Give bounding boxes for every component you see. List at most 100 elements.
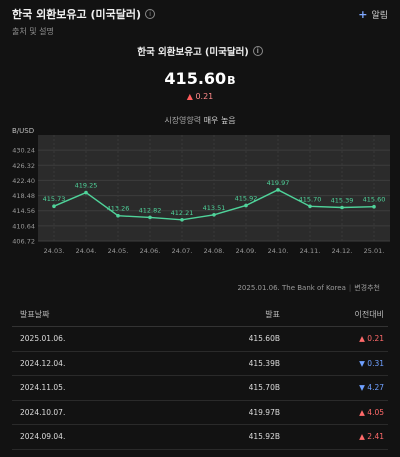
y-tick-label: 414.56: [12, 207, 35, 215]
row-change-value: 4.05: [367, 407, 384, 417]
table-row[interactable]: 2024.10.07. 419.97B ▲ 4.05: [12, 401, 388, 425]
page-title: 한국 외환보유고 (미국달러): [12, 8, 142, 21]
row-date: 2024.12.04.: [20, 358, 66, 368]
table-row[interactable]: 2024.11.05. 415.70B ▼ 4.27: [12, 376, 388, 401]
row-date: 2025.01.06.: [20, 334, 66, 344]
row-value: 419.97B: [248, 407, 280, 417]
line-chart: 406.72 410.64 414.56 418.48 422.40 426.32 430.…: [12, 135, 390, 255]
row-change: ▲ 0.21: [280, 334, 388, 343]
row-change-value: 2.41: [367, 432, 384, 442]
up-arrow-icon: ▲: [359, 432, 365, 442]
header: 한국 외환보유고 (미국달러) i 출처 및 설명 + 알림: [12, 6, 388, 36]
plus-icon: +: [358, 8, 368, 21]
table-row[interactable]: 2025.01.06. 415.60B ▲ 0.21: [12, 327, 388, 352]
up-arrow-icon: ▲: [359, 407, 365, 417]
down-arrow-icon: ▼: [359, 358, 365, 368]
current-value-number: 415.60: [164, 69, 227, 88]
data-point: [212, 212, 216, 217]
change-value: 0.21: [195, 92, 214, 101]
header-value: 발표: [265, 310, 280, 319]
x-tick-label: 24.05.: [108, 247, 129, 255]
data-point: [244, 203, 248, 208]
table-header: 발표날짜 발표 이전대비: [12, 303, 388, 327]
y-axis-unit: B/USD: [12, 127, 35, 135]
x-tick-label: 24.04.: [76, 247, 97, 255]
y-tick-label: 430.24: [12, 147, 35, 155]
row-change-value: 4.27: [367, 383, 384, 393]
x-tick-label: 24.03.: [44, 247, 65, 255]
row-date: 2024.11.05.: [20, 383, 66, 393]
row-value: 415.60B: [248, 334, 280, 344]
summary-title: 한국 외환보유고 (미국달러): [137, 47, 249, 58]
summary-info-icon[interactable]: i: [252, 46, 263, 56]
data-point: [340, 205, 344, 210]
data-point: [116, 213, 120, 218]
row-change-value: 0.21: [367, 334, 384, 344]
source-line: 2025.01.06. The Bank of Korea | 변경추천: [237, 283, 380, 293]
title-row: 한국 외환보유고 (미국달러) i: [12, 6, 388, 22]
data-label: 415.73: [43, 195, 66, 203]
row-change: ▼ 0.31: [280, 359, 388, 368]
x-tick-label: 24.08.: [204, 247, 225, 255]
data-label: 415.39: [331, 197, 354, 205]
change-indicator: ▲ 0.21: [0, 92, 400, 101]
y-tick-label: 418.48: [12, 192, 35, 200]
data-label: 419.25: [75, 182, 98, 190]
up-arrow-icon: ▲: [186, 92, 193, 101]
row-date: 2024.10.07.: [20, 407, 66, 417]
down-arrow-icon: ▼: [359, 383, 365, 393]
summary-title-row: 한국 외환보유고 (미국달러) i: [137, 44, 263, 58]
alert-button[interactable]: + 알림: [358, 8, 388, 21]
table-row[interactable]: 2024.09.04. 415.92B ▲ 2.41: [12, 425, 388, 450]
row-change-value: 0.31: [367, 358, 384, 368]
data-label: 415.60: [363, 196, 386, 204]
data-label: 412.21: [171, 209, 194, 217]
chart: 406.72 410.64 414.56 418.48 422.40 426.32 430.…: [6, 127, 394, 267]
y-tick-label: 422.40: [12, 177, 35, 185]
info-icon[interactable]: i: [145, 9, 156, 19]
data-point: [180, 217, 184, 222]
row-change: ▲ 4.05: [280, 408, 388, 417]
x-tick-label: 24.06.: [140, 247, 161, 255]
market-impact: 시장영향력 매우 높음: [0, 115, 400, 126]
market-impact-value: 매우 높음: [203, 116, 236, 125]
x-tick-label: 24.12.: [332, 247, 353, 255]
row-change: ▲ 2.41: [280, 432, 388, 441]
data-label: 415.92: [235, 194, 258, 202]
row-change: ▼ 4.27: [280, 383, 388, 392]
y-tick-label: 426.32: [12, 162, 35, 170]
data-label: 412.82: [139, 206, 162, 214]
data-label: 413.26: [107, 205, 130, 213]
y-tick-label: 406.72: [12, 238, 35, 246]
history-table: 발표날짜 발표 이전대비 2025.01.06. 415.60B ▲ 0.21 …: [12, 303, 388, 450]
change-suggest-link[interactable]: 변경추천: [354, 284, 380, 292]
data-point: [372, 204, 376, 209]
data-label: 413.51: [203, 204, 226, 212]
x-tick-label: 25.01.: [364, 247, 385, 255]
up-arrow-icon: ▲: [359, 334, 365, 344]
row-value: 415.39B: [248, 358, 280, 368]
data-label: 415.70: [299, 195, 322, 203]
alert-label: 알림: [371, 11, 388, 21]
header-date: 발표날짜: [20, 310, 50, 319]
table-row[interactable]: 2024.12.04. 415.39B ▼ 0.31: [12, 352, 388, 376]
current-value: 415.60B: [0, 69, 400, 88]
header-change: 이전대비: [354, 310, 384, 319]
data-point: [276, 188, 280, 192]
row-value: 415.92B: [248, 432, 280, 442]
data-label: 419.97: [267, 179, 290, 187]
data-point: [308, 204, 312, 209]
x-tick-label: 24.09.: [236, 247, 257, 255]
source-description-link[interactable]: 출처 및 설명: [12, 27, 54, 36]
x-tick-label: 24.11.: [300, 247, 321, 255]
x-tick-label: 24.10.: [268, 247, 289, 255]
summary: 한국 외환보유고 (미국달러) i 415.60B ▲ 0.21 시장영향력 매…: [0, 40, 400, 126]
data-point: [84, 190, 88, 195]
source-separator: |: [348, 284, 352, 292]
data-point: [52, 204, 56, 208]
data-point: [148, 215, 152, 220]
row-value: 415.70B: [248, 383, 280, 393]
x-tick-label: 24.07.: [172, 247, 193, 255]
source-text: 2025.01.06. The Bank of Korea: [237, 284, 346, 292]
row-date: 2024.09.04.: [20, 432, 66, 442]
